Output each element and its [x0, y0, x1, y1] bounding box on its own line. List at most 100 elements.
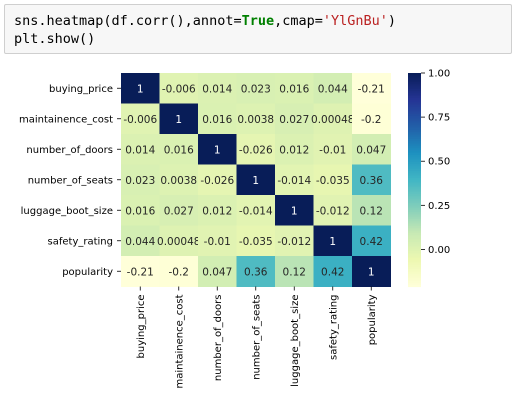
- heatmap-cell: [159, 164, 199, 196]
- cell-annotation: -0.2: [361, 114, 382, 126]
- colorbar-segment: [408, 176, 421, 179]
- colorbar-segment: [408, 209, 421, 213]
- heatmap-cell: [313, 164, 353, 196]
- colorbar-segment: [408, 85, 421, 88]
- cell-annotation: 1: [175, 114, 182, 126]
- colorbar-segment: [408, 73, 421, 76]
- colorbar-segment: [408, 145, 421, 149]
- code-keyword-true: True: [241, 13, 275, 29]
- colorbar-segment: [408, 236, 421, 240]
- cell-annotation: -0.012: [316, 205, 350, 217]
- colorbar-segment: [408, 234, 421, 238]
- x-tick-label: safety_rating: [328, 295, 339, 360]
- colorbar-segment: [408, 78, 421, 81]
- colorbar-segment: [408, 154, 421, 158]
- heatmap-cell: [121, 73, 160, 104]
- cell-annotation: 0.014: [202, 83, 232, 95]
- heatmap-cell: [352, 225, 391, 257]
- heatmap-cell: [275, 134, 314, 165]
- colorbar-segment: [408, 256, 421, 259]
- y-tick-label: luggage_boot_size: [21, 206, 113, 217]
- heatmap-cell: [313, 103, 353, 135]
- colorbar-segment: [408, 197, 421, 200]
- code-cell[interactable]: sns.heatmap(df.corr(),annot=True,cmap='Y…: [4, 4, 512, 54]
- colorbar-segment: [408, 243, 421, 247]
- colorbar-segment: [408, 226, 421, 229]
- y-tick-label: maintainence_cost: [19, 114, 113, 125]
- colorbar-segment: [408, 158, 421, 161]
- colorbar-segment: [408, 99, 421, 103]
- heatmap-cell: [236, 73, 276, 104]
- colorbar-segment: [408, 284, 421, 288]
- cell-annotation: 0.12: [360, 205, 383, 217]
- colorbar-segment: [408, 258, 421, 261]
- colorbar-segment: [408, 94, 421, 97]
- colorbar-segment: [408, 156, 421, 159]
- colorbar-segment: [408, 220, 421, 224]
- colorbar-segment: [408, 81, 421, 85]
- colorbar-segment: [408, 190, 421, 193]
- heatmap-cell: [352, 195, 391, 226]
- heatmap-cell: [275, 164, 314, 196]
- colorbar-segment: [408, 126, 421, 129]
- cell-annotation: -0.2: [169, 266, 190, 278]
- code-line-2: plt.show(): [14, 31, 96, 47]
- heatmap-cell: [198, 164, 237, 196]
- colorbar-segment: [408, 101, 421, 104]
- heatmap-cell: [198, 256, 237, 287]
- cell-annotation: 0.027: [279, 114, 309, 126]
- cell-annotation: -0.006: [123, 114, 157, 126]
- colorbar-segment: [408, 153, 421, 156]
- heatmap-cell: [313, 256, 353, 287]
- cell-annotation: 1: [329, 236, 336, 248]
- cell-annotation: 0.023: [241, 83, 271, 95]
- cell-annotation: 0.044: [125, 236, 155, 248]
- colorbar-segment: [408, 103, 421, 106]
- heatmap-cell: [121, 134, 160, 165]
- colorbar-segment: [408, 131, 421, 135]
- heatmap-cell: [352, 256, 391, 287]
- cell-annotation: 0.00048: [157, 236, 200, 248]
- cell-annotation: 0.42: [321, 266, 344, 278]
- cell-annotation: -0.035: [239, 236, 273, 248]
- colorbar-segment: [408, 113, 421, 117]
- heatmap-cell: [275, 73, 314, 104]
- y-tick-label: number_of_doors: [26, 145, 113, 156]
- colorbar-segment: [408, 185, 421, 188]
- colorbar-segment: [408, 122, 421, 126]
- colorbar-segment: [408, 279, 421, 282]
- colorbar-segment: [408, 169, 421, 172]
- colorbar-tick-label: 0.00: [428, 245, 450, 256]
- cell-annotation: 0.023: [125, 175, 155, 187]
- x-tick-label: number_of_seats: [251, 295, 262, 380]
- colorbar-segment: [408, 179, 421, 183]
- y-tick-label: popularity: [62, 267, 113, 278]
- colorbar-segment: [408, 281, 421, 284]
- code-line-1-middle: ,cmap=: [274, 13, 323, 29]
- colorbar-segment: [408, 110, 421, 113]
- colorbar-segment: [408, 140, 421, 143]
- code-string-cmap: 'YlGnBu': [322, 13, 388, 29]
- colorbar-segment: [408, 231, 421, 234]
- colorbar-segment: [408, 163, 421, 167]
- colorbar-segment: [408, 247, 421, 250]
- cell-annotation: -0.026: [239, 144, 273, 156]
- colorbar-tick-label: 1.00: [428, 69, 450, 80]
- cell-annotation: 0.00048: [311, 114, 354, 126]
- colorbar-segment: [408, 174, 421, 177]
- colorbar-segment: [408, 265, 421, 268]
- cell-annotation: 0.027: [164, 205, 194, 217]
- colorbar-segment: [408, 135, 421, 138]
- colorbar-segment: [408, 76, 421, 79]
- colorbar-segment: [408, 149, 421, 152]
- cell-annotation: 0.42: [360, 236, 383, 248]
- y-tick-label: number_of_seats: [28, 175, 113, 186]
- colorbar-segment: [408, 229, 421, 232]
- colorbar-segment: [408, 195, 421, 199]
- heatmap-cell: [198, 134, 237, 165]
- colorbar-tick-label: 0.50: [428, 157, 450, 168]
- colorbar-segment: [408, 87, 421, 90]
- colorbar-segment: [408, 121, 421, 124]
- colorbar-segment: [408, 250, 421, 254]
- colorbar-segment: [408, 92, 421, 95]
